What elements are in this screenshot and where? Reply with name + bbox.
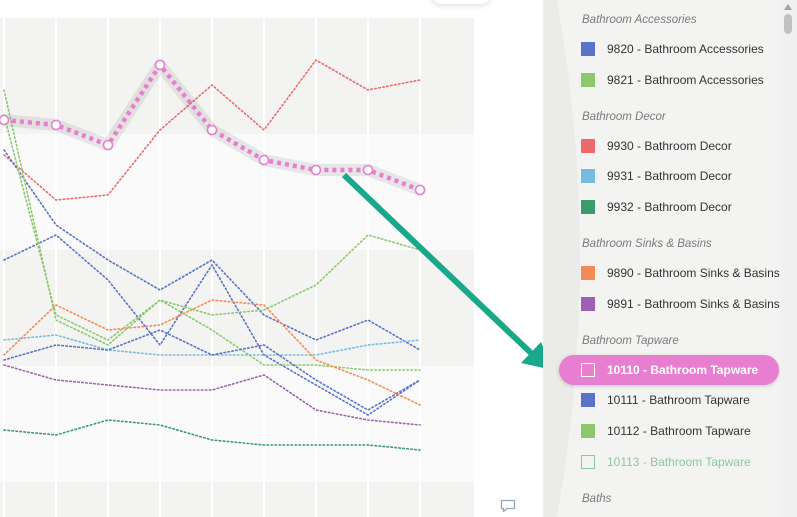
data-point	[310, 164, 322, 176]
legend-item[interactable]: 9931 - Bathroom Decor	[559, 161, 779, 191]
series-line-9890-bathroom-sinks-basins	[3, 299, 421, 406]
legend-item-label: 9932 - Bathroom Decor	[607, 200, 732, 215]
arrow-head-icon	[521, 342, 543, 368]
series-line-9820-bathroom-accessories	[3, 149, 421, 351]
legend-item-label: 9930 - Bathroom Decor	[607, 138, 732, 153]
legend-item[interactable]: 10113 - Bathroom Tapware	[559, 447, 779, 477]
toolbar-pill[interactable]	[430, 0, 492, 4]
series-line-9930-bathroom-decor	[3, 58, 421, 201]
legend-item[interactable]: 9930 - Bathroom Decor	[559, 131, 779, 161]
legend-item-label: 9821 - Bathroom Accessories	[607, 72, 764, 87]
series-line-9891-bathroom-sinks-basins	[3, 364, 421, 426]
grid-band	[0, 366, 474, 482]
legend-item[interactable]: 9932 - Bathroom Decor	[559, 192, 779, 222]
legend-swatch	[581, 424, 595, 439]
legend-item-label: 9820 - Bathroom Accessories	[607, 42, 764, 56]
data-point	[0, 114, 10, 126]
grid-band	[0, 18, 474, 134]
legend-item[interactable]: 9821 - Bathroom Accessories	[559, 65, 779, 95]
series-line-10111-bathroom-tapware	[3, 329, 421, 411]
chart-area	[0, 0, 543, 517]
data-point	[258, 154, 270, 166]
data-point	[362, 164, 374, 176]
legend-group-title: Bathroom Accessories	[582, 14, 697, 26]
data-point	[50, 119, 62, 131]
legend-swatch	[581, 169, 595, 184]
legend-swatch	[581, 266, 595, 280]
legend-item[interactable]: 10110 - Bathroom Tapware	[559, 354, 779, 385]
legend-item-label: 10112 - Bathroom Tapware	[607, 424, 751, 439]
legend-item[interactable]: 9891 - Bathroom Sinks & Basins	[559, 289, 780, 319]
series-line-highlighted	[3, 61, 421, 193]
legend-swatch	[581, 200, 595, 215]
legend-group-title: Bathroom Sinks & Basins	[582, 238, 712, 250]
legend-swatch	[581, 362, 595, 377]
legend-item-label: 9891 - Bathroom Sinks & Basins	[607, 296, 780, 311]
legend-swatch	[581, 72, 595, 87]
legend-group-title: Bathroom Decor	[582, 110, 666, 123]
legend-item-label: 10110 - Bathroom Tapware	[607, 362, 759, 377]
legend-item-label: 9890 - Bathroom Sinks & Basins	[607, 266, 780, 280]
comment-icon[interactable]	[500, 499, 516, 513]
legend-item-label: 10113 - Bathroom Tapware	[607, 455, 751, 469]
scrollbar[interactable]	[780, 0, 797, 517]
legend-group-title: Baths	[582, 492, 612, 505]
grid-band	[0, 134, 474, 250]
legend-item[interactable]: 9890 - Bathroom Sinks & Basins	[559, 258, 780, 288]
data-point	[414, 184, 426, 196]
scroll-up-icon[interactable]	[784, 4, 792, 10]
data-point	[154, 59, 166, 71]
grid-band	[0, 250, 474, 366]
legend-swatch	[581, 393, 595, 408]
legend-item[interactable]: 10112 - Bathroom Tapware	[559, 416, 779, 446]
scroll-thumb[interactable]	[784, 14, 792, 34]
data-point	[102, 139, 114, 151]
legend-panel: Bathroom Accessories 9820 - Bathroom Acce…	[543, 0, 797, 517]
legend-item-label: 10111 - Bathroom Tapware	[607, 393, 750, 408]
legend-group-title: Bathroom Tapware	[582, 334, 679, 347]
legend-item[interactable]: 10111 - Bathroom Tapware	[559, 385, 779, 415]
arrow-icon	[341, 172, 534, 356]
series-line-9931-bathroom-decor	[3, 334, 421, 356]
series-line-9932-bathroom-decor	[3, 419, 421, 451]
legend-item[interactable]: 9820 - Bathroom Accessories	[559, 34, 779, 64]
line-chart	[0, 18, 543, 517]
legend-background	[543, 0, 580, 517]
legend-swatch	[581, 42, 595, 56]
data-point	[206, 124, 218, 136]
series-line-10112-bathroom-tapware	[3, 89, 421, 371]
series-line-9820-bathroom-accessories	[3, 234, 421, 416]
legend-swatch	[581, 296, 595, 311]
legend-swatch	[581, 455, 595, 469]
legend-swatch	[581, 138, 595, 153]
series-line-9821-bathroom-accessories	[3, 114, 421, 341]
legend-item-label: 9931 - Bathroom Decor	[607, 169, 732, 184]
grid-band	[0, 482, 474, 517]
